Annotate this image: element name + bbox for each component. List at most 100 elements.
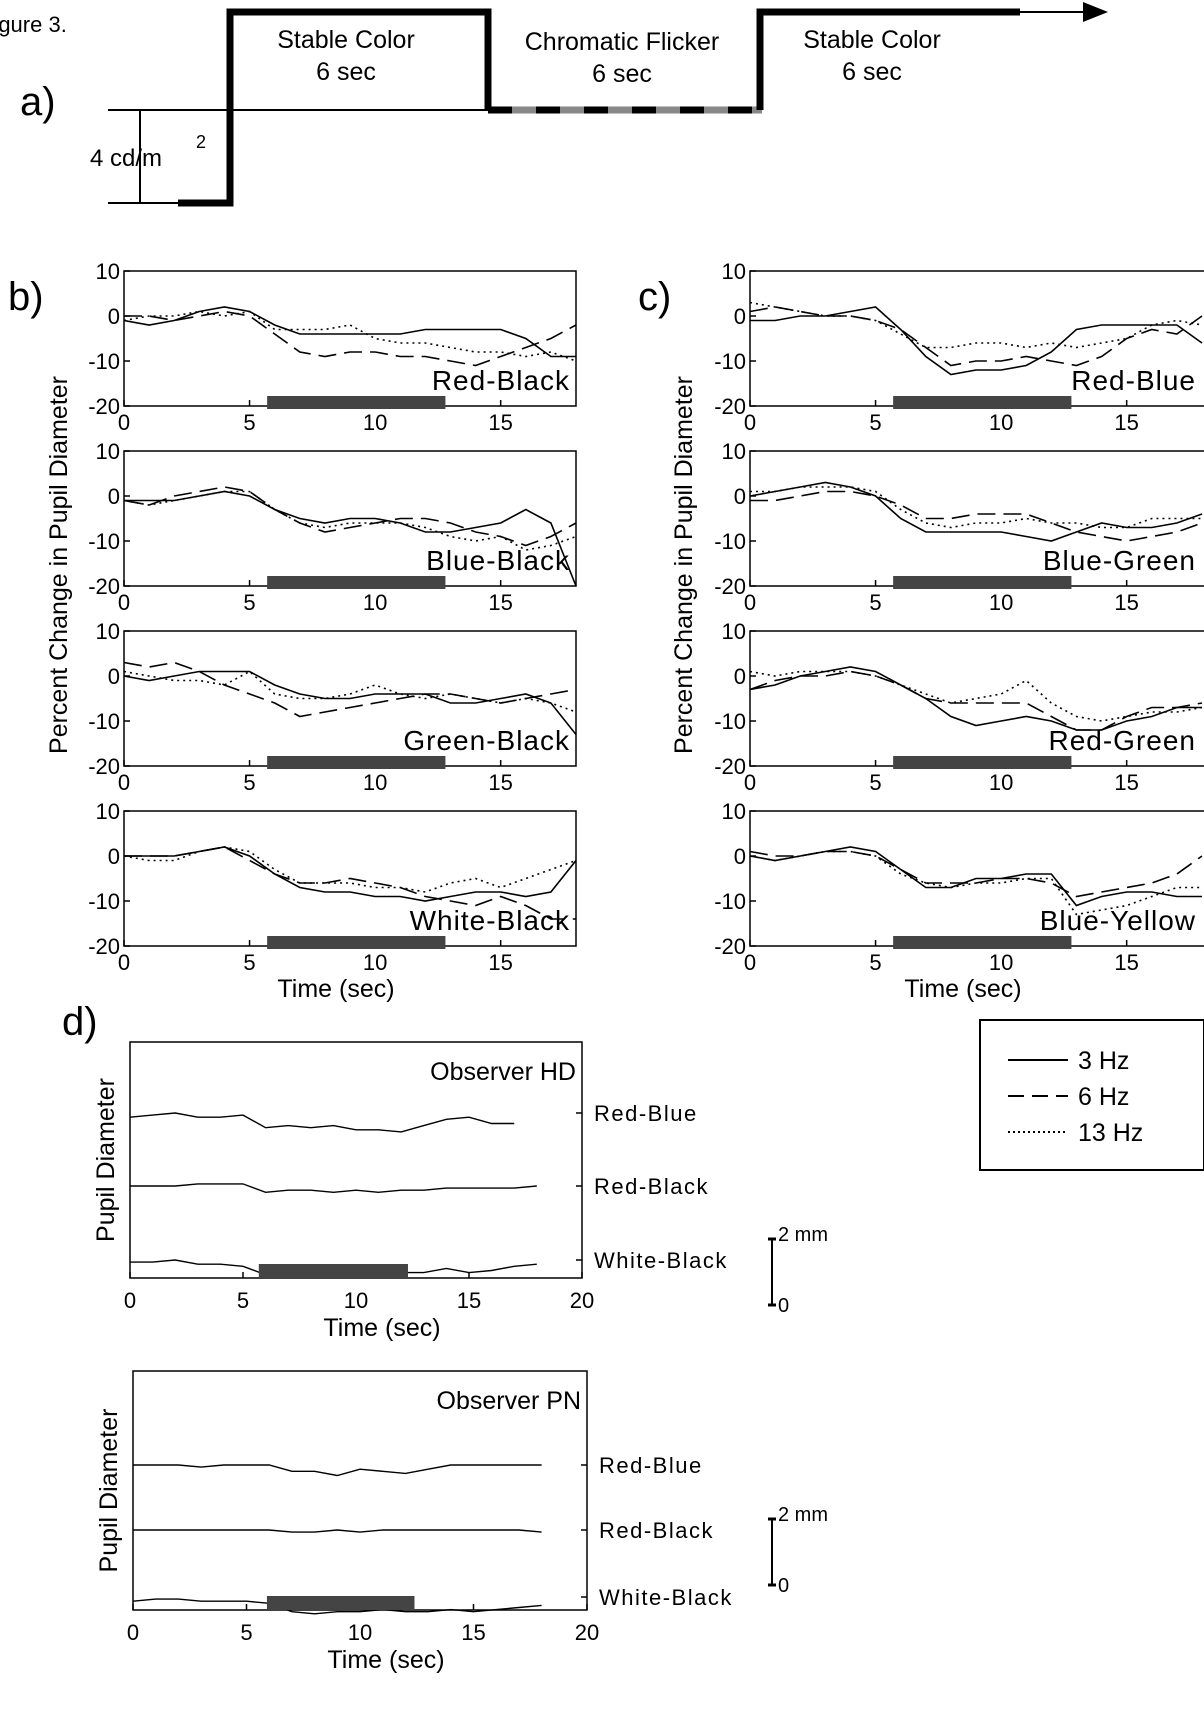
flicker-period-bar bbox=[267, 1596, 415, 1610]
x-tick-label: 0 bbox=[118, 590, 130, 615]
x-tick-label: 0 bbox=[118, 770, 130, 795]
series-line-6hz bbox=[124, 663, 576, 717]
y-tick-label: 10 bbox=[96, 619, 120, 644]
panel-a-label: a) bbox=[20, 80, 56, 124]
series-line-3hz bbox=[124, 847, 576, 901]
y-tick-label: 10 bbox=[96, 439, 120, 464]
x-tick-label: 5 bbox=[869, 770, 881, 795]
x-tick-label: 5 bbox=[869, 950, 881, 975]
flicker-period-bar bbox=[893, 756, 1071, 769]
x-tick-label: 10 bbox=[363, 590, 387, 615]
x-tick-label: 15 bbox=[1114, 950, 1138, 975]
trace-label: Red-Blue bbox=[599, 1453, 703, 1478]
y-tick-label: -20 bbox=[714, 754, 746, 779]
y-tick-label: 10 bbox=[722, 619, 746, 644]
y-axis-title: Pupil Diameter bbox=[95, 1409, 123, 1573]
flicker-period-bar bbox=[893, 936, 1071, 949]
x-tick-label: 10 bbox=[344, 1288, 368, 1313]
x-tick-label: 0 bbox=[118, 410, 130, 435]
series-line-13hz bbox=[124, 492, 576, 551]
panel-a-stimulus-timeline: a) 4 cd/m 2 Stable Color 6 sec Chromatic… bbox=[20, 2, 1108, 203]
x-tick-label: 5 bbox=[237, 1288, 249, 1313]
scale-top-label: 2 mm bbox=[778, 1504, 828, 1526]
legend: 3 Hz 6 Hz 13 Hz bbox=[980, 1020, 1204, 1170]
trace-red-blue bbox=[130, 1113, 514, 1132]
y-tick-label: 0 bbox=[108, 304, 120, 329]
y-tick-label: -10 bbox=[88, 709, 120, 734]
x-tick-label: 15 bbox=[488, 770, 512, 795]
series-line-6hz bbox=[124, 312, 576, 366]
x-tick-label: 10 bbox=[989, 590, 1013, 615]
x-tick-label: 15 bbox=[488, 410, 512, 435]
series-line-3hz bbox=[750, 847, 1202, 906]
y-tick-label: 10 bbox=[722, 259, 746, 284]
figure-label: Figure 3. bbox=[0, 12, 67, 37]
time-arrow-head-icon bbox=[1083, 2, 1108, 22]
series-line-6hz bbox=[750, 852, 1202, 897]
panel-b-label: b) bbox=[8, 275, 44, 319]
flicker-period-bar bbox=[267, 576, 445, 589]
scale-bottom-label: 0 bbox=[778, 1575, 789, 1597]
x-tick-label: 5 bbox=[869, 590, 881, 615]
x-tick-label: 15 bbox=[488, 590, 512, 615]
scale-bottom-label: 0 bbox=[778, 1295, 789, 1317]
x-tick-label: 0 bbox=[127, 1620, 139, 1645]
condition-label: Blue-Green bbox=[1043, 545, 1196, 576]
y-tick-label: 0 bbox=[734, 844, 746, 869]
flicker-period-bar bbox=[267, 936, 445, 949]
trace-label: White-Black bbox=[599, 1585, 733, 1610]
y-tick-label: -20 bbox=[88, 934, 120, 959]
x-tick-label: 10 bbox=[348, 1620, 372, 1645]
y-tick-label: -20 bbox=[88, 394, 120, 419]
trace-label: White-Black bbox=[594, 1248, 728, 1273]
trace-label: Red-Black bbox=[594, 1174, 709, 1199]
legend-label-dotted: 13 Hz bbox=[1078, 1119, 1143, 1147]
x-tick-label: 5 bbox=[240, 1620, 252, 1645]
flicker-period-bar bbox=[267, 396, 445, 409]
x-tick-label: 15 bbox=[1114, 590, 1138, 615]
x-tick-label: 0 bbox=[744, 410, 756, 435]
flicker-period-bar bbox=[259, 1264, 408, 1278]
x-tick-label: 10 bbox=[363, 410, 387, 435]
series-line-13hz bbox=[124, 672, 576, 713]
trace-red-blue bbox=[133, 1465, 542, 1476]
y-tick-label: -10 bbox=[88, 349, 120, 374]
charts-layer: 100-10-200 5 10 15Red-Black100-10-200 5 10 15B… bbox=[88, 259, 1204, 1674]
y-tick-label: -10 bbox=[714, 349, 746, 374]
y-tick-label: -10 bbox=[714, 709, 746, 734]
x-tick-label: 10 bbox=[363, 950, 387, 975]
x-tick-label: 0 bbox=[124, 1288, 136, 1313]
flicker-period-bar bbox=[893, 576, 1071, 589]
trace-label: Red-Blue bbox=[594, 1101, 698, 1126]
y-tick-label: 10 bbox=[722, 439, 746, 464]
panel-c-red-green: 100-10-200 5 10 15Red-Green bbox=[714, 619, 1204, 795]
panel-b-green-black: 100-10-200 5 10 15Green-Black bbox=[88, 619, 576, 795]
x-axis-title: Time (sec) bbox=[327, 1646, 444, 1674]
x-tick-label: 0 bbox=[744, 770, 756, 795]
y-tick-label: 0 bbox=[108, 484, 120, 509]
condition-label: Red-Green bbox=[1048, 725, 1196, 756]
phase-1-title: Stable Color bbox=[277, 26, 415, 54]
panel-c-x-axis-title: Time (sec) bbox=[904, 975, 1021, 1003]
x-tick-label: 5 bbox=[243, 590, 255, 615]
y-tick-label: 10 bbox=[722, 799, 746, 824]
series-line-3hz bbox=[750, 483, 1202, 542]
y-tick-label: -20 bbox=[714, 934, 746, 959]
x-tick-label: 0 bbox=[118, 950, 130, 975]
series-line-13hz bbox=[124, 312, 576, 362]
panel-b-x-axis-title: Time (sec) bbox=[277, 975, 394, 1003]
x-tick-label: 15 bbox=[461, 1620, 485, 1645]
y-tick-label: 10 bbox=[96, 259, 120, 284]
y-tick-label: 0 bbox=[734, 484, 746, 509]
panel-d-observer-pn: Observer PN Pupil Diameter Red-Blue Red-Bla… bbox=[95, 1371, 828, 1674]
panel-c-y-axis-title: Percent Change in Pupil Diameter bbox=[670, 376, 698, 754]
flicker-period-bar bbox=[893, 396, 1071, 409]
panel-b-y-axis-title: Percent Change in Pupil Diameter bbox=[45, 376, 73, 754]
observer-label: Observer PN bbox=[437, 1387, 581, 1415]
y-tick-label: -10 bbox=[88, 529, 120, 554]
series-line-6hz bbox=[124, 487, 576, 546]
